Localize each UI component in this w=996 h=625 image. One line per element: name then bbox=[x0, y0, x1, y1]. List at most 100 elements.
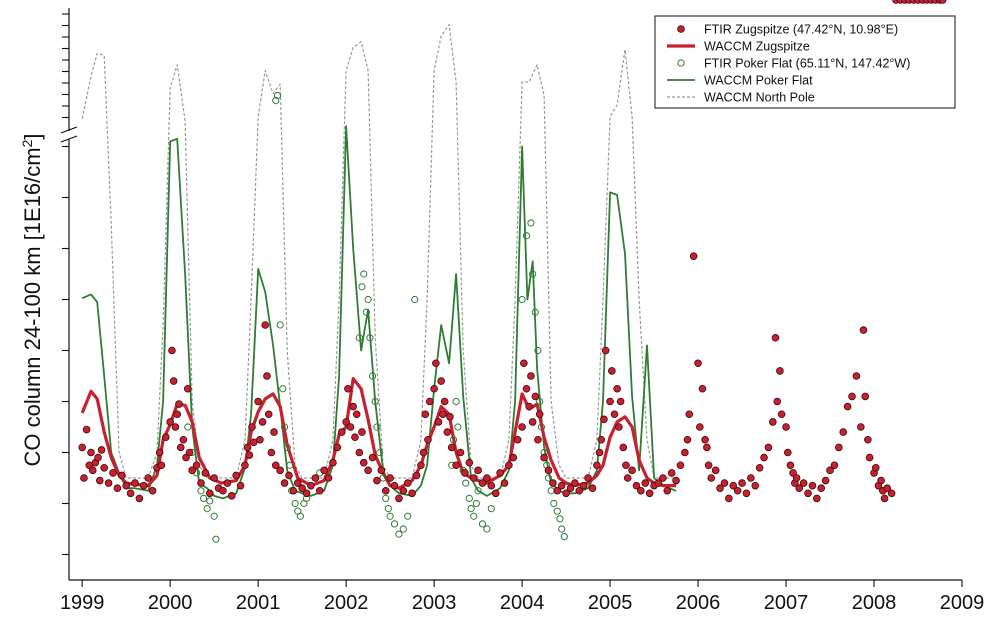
ftir-zugspitze-point bbox=[342, 418, 350, 426]
ftir-poker-flat-point bbox=[558, 525, 566, 533]
ftir-poker-flat-point bbox=[529, 270, 537, 278]
ftir-zugspitze-point bbox=[694, 359, 702, 368]
ftir-zugspitze-point bbox=[248, 423, 256, 431]
ftir-poker-flat-point bbox=[382, 494, 390, 502]
ftir-zugspitze-point bbox=[813, 494, 821, 503]
ftir-zugspitze-point bbox=[527, 372, 535, 380]
ftir-zugspitze-point bbox=[525, 402, 533, 411]
ftir-zugspitze-point bbox=[333, 443, 342, 452]
legend-label: FTIR Poker Flat (65.11°N, 147.42°W) bbox=[704, 57, 910, 71]
ftir-poker-flat-point bbox=[454, 423, 462, 431]
ftir-zugspitze-point bbox=[606, 397, 614, 406]
ftir-zugspitze-point bbox=[843, 402, 852, 411]
ftir-poker-flat-point bbox=[449, 436, 458, 444]
ftir-zugspitze-point bbox=[390, 481, 399, 490]
ftir-poker-flat-point bbox=[411, 295, 419, 304]
ftir-zugspitze-point bbox=[595, 448, 604, 457]
ftir-zugspitze-point bbox=[792, 474, 801, 482]
ftir-zugspitze-point bbox=[619, 443, 628, 452]
ftir-zugspitze-point bbox=[232, 471, 240, 480]
ftir-zugspitze-point bbox=[725, 494, 733, 503]
ftir-zugspitze-point bbox=[698, 384, 707, 393]
plot-frame bbox=[60, 8, 962, 581]
ftir-poker-flat-point bbox=[203, 505, 211, 513]
ftir-zugspitze-point bbox=[432, 359, 440, 368]
ftir-zugspitze-point bbox=[685, 410, 694, 419]
ftir-poker-flat-point bbox=[404, 512, 412, 520]
ftir-zugspitze-point bbox=[315, 486, 324, 495]
ftir-zugspitze-point bbox=[864, 435, 872, 444]
ftir-zugspitze-point bbox=[513, 435, 522, 444]
ftir-zugspitze-point bbox=[557, 481, 566, 490]
ftir-zugspitze-point bbox=[742, 489, 751, 498]
ftir-zugspitze-point bbox=[689, 252, 698, 260]
ftir-poker-flat-point bbox=[272, 97, 280, 105]
legend-label: WACCM Zugspitze bbox=[704, 40, 810, 54]
ftir-poker-flat-point bbox=[487, 505, 495, 513]
ftir-zugspitze-point bbox=[751, 481, 760, 490]
ftir-zugspitze-point bbox=[439, 410, 447, 419]
x-tick-label: 2002 bbox=[324, 592, 369, 614]
ftir-zugspitze-point bbox=[795, 484, 804, 493]
ftir-poker-flat-point bbox=[184, 423, 192, 431]
ftir-zugspitze-point bbox=[491, 489, 500, 498]
y-axis-label-bracket: ] bbox=[20, 133, 45, 139]
ftir-zugspitze-point bbox=[185, 448, 194, 457]
axis-break-mark bbox=[60, 135, 78, 143]
ftir-zugspitze-point bbox=[320, 466, 328, 475]
ftir-poker-flat-point bbox=[465, 494, 473, 502]
ftir-zugspitze-point bbox=[645, 489, 654, 498]
ftir-zugspitze-point bbox=[716, 484, 724, 493]
ftir-poker-flat-point bbox=[470, 512, 478, 520]
ftir-poker-flat-point bbox=[200, 494, 208, 502]
ftir-zugspitze-point bbox=[777, 410, 786, 419]
axis-break-mark bbox=[60, 126, 78, 134]
ftir-zugspitze-point bbox=[261, 321, 269, 329]
ftir-zugspitze-point bbox=[641, 479, 650, 487]
ftir-zugspitze-point bbox=[254, 397, 262, 406]
ftir-poker-flat-point bbox=[522, 232, 531, 240]
ftir-zugspitze-point bbox=[707, 474, 716, 482]
ftir-zugspitze-point bbox=[344, 384, 352, 393]
ftir-poker-flat-point bbox=[371, 397, 379, 406]
ftir-poker-flat-point bbox=[296, 512, 304, 520]
ftir-zugspitze-point bbox=[628, 466, 636, 475]
ftir-zugspitze-point bbox=[597, 435, 606, 444]
ftir-poker-flat-point bbox=[210, 512, 218, 520]
ftir-zugspitze-point bbox=[377, 466, 386, 475]
ftir-poker-flat-point bbox=[553, 507, 561, 515]
x-tick-label: 2001 bbox=[236, 592, 281, 614]
x-tick-label: 2007 bbox=[764, 592, 809, 614]
ftir-zugspitze-point bbox=[176, 443, 185, 452]
ftir-zugspitze-point bbox=[531, 392, 540, 401]
ftir-zugspitze-point bbox=[270, 428, 278, 436]
ftir-zugspitze-point bbox=[446, 412, 454, 421]
ftir-zugspitze-point bbox=[351, 433, 359, 442]
ftir-zugspitze-point bbox=[434, 418, 443, 426]
ftir-zugspitze-point bbox=[443, 428, 452, 436]
ftir-zugspitze-point bbox=[623, 474, 632, 482]
ftir-zugspitze-point bbox=[887, 489, 896, 498]
ftir-zugspitze-point bbox=[271, 461, 280, 470]
ftir-zugspitze-point bbox=[131, 479, 139, 487]
ftir-zugspitze-point bbox=[540, 453, 548, 462]
ftir-zugspitze-point bbox=[337, 428, 346, 436]
ftir-zugspitze-point bbox=[610, 410, 619, 419]
ftir-poker-flat-point bbox=[478, 520, 487, 528]
ftir-zugspitze-point bbox=[403, 479, 412, 487]
ftir-zugspitze-point bbox=[534, 435, 542, 444]
ftir-zugspitze-point bbox=[245, 451, 254, 459]
ftir-zugspitze-point bbox=[505, 461, 513, 470]
ftir-zugspitze-point bbox=[771, 333, 780, 342]
x-tick-label: 2009 bbox=[940, 592, 985, 614]
ftir-zugspitze-point bbox=[839, 428, 848, 436]
ftir-zugspitze-point bbox=[157, 461, 166, 470]
ftir-zugspitze-point bbox=[412, 471, 421, 480]
ftir-zugspitze-point bbox=[352, 410, 361, 419]
ftir-zugspitze-point bbox=[518, 423, 526, 431]
ftir-poker-flat-point bbox=[547, 487, 555, 495]
ftir-poker-flat-point bbox=[534, 346, 542, 355]
ftir-zugspitze-point bbox=[848, 392, 856, 401]
ftir-zugspitze-point bbox=[769, 418, 777, 426]
ftir-zugspitze-point bbox=[236, 481, 245, 490]
